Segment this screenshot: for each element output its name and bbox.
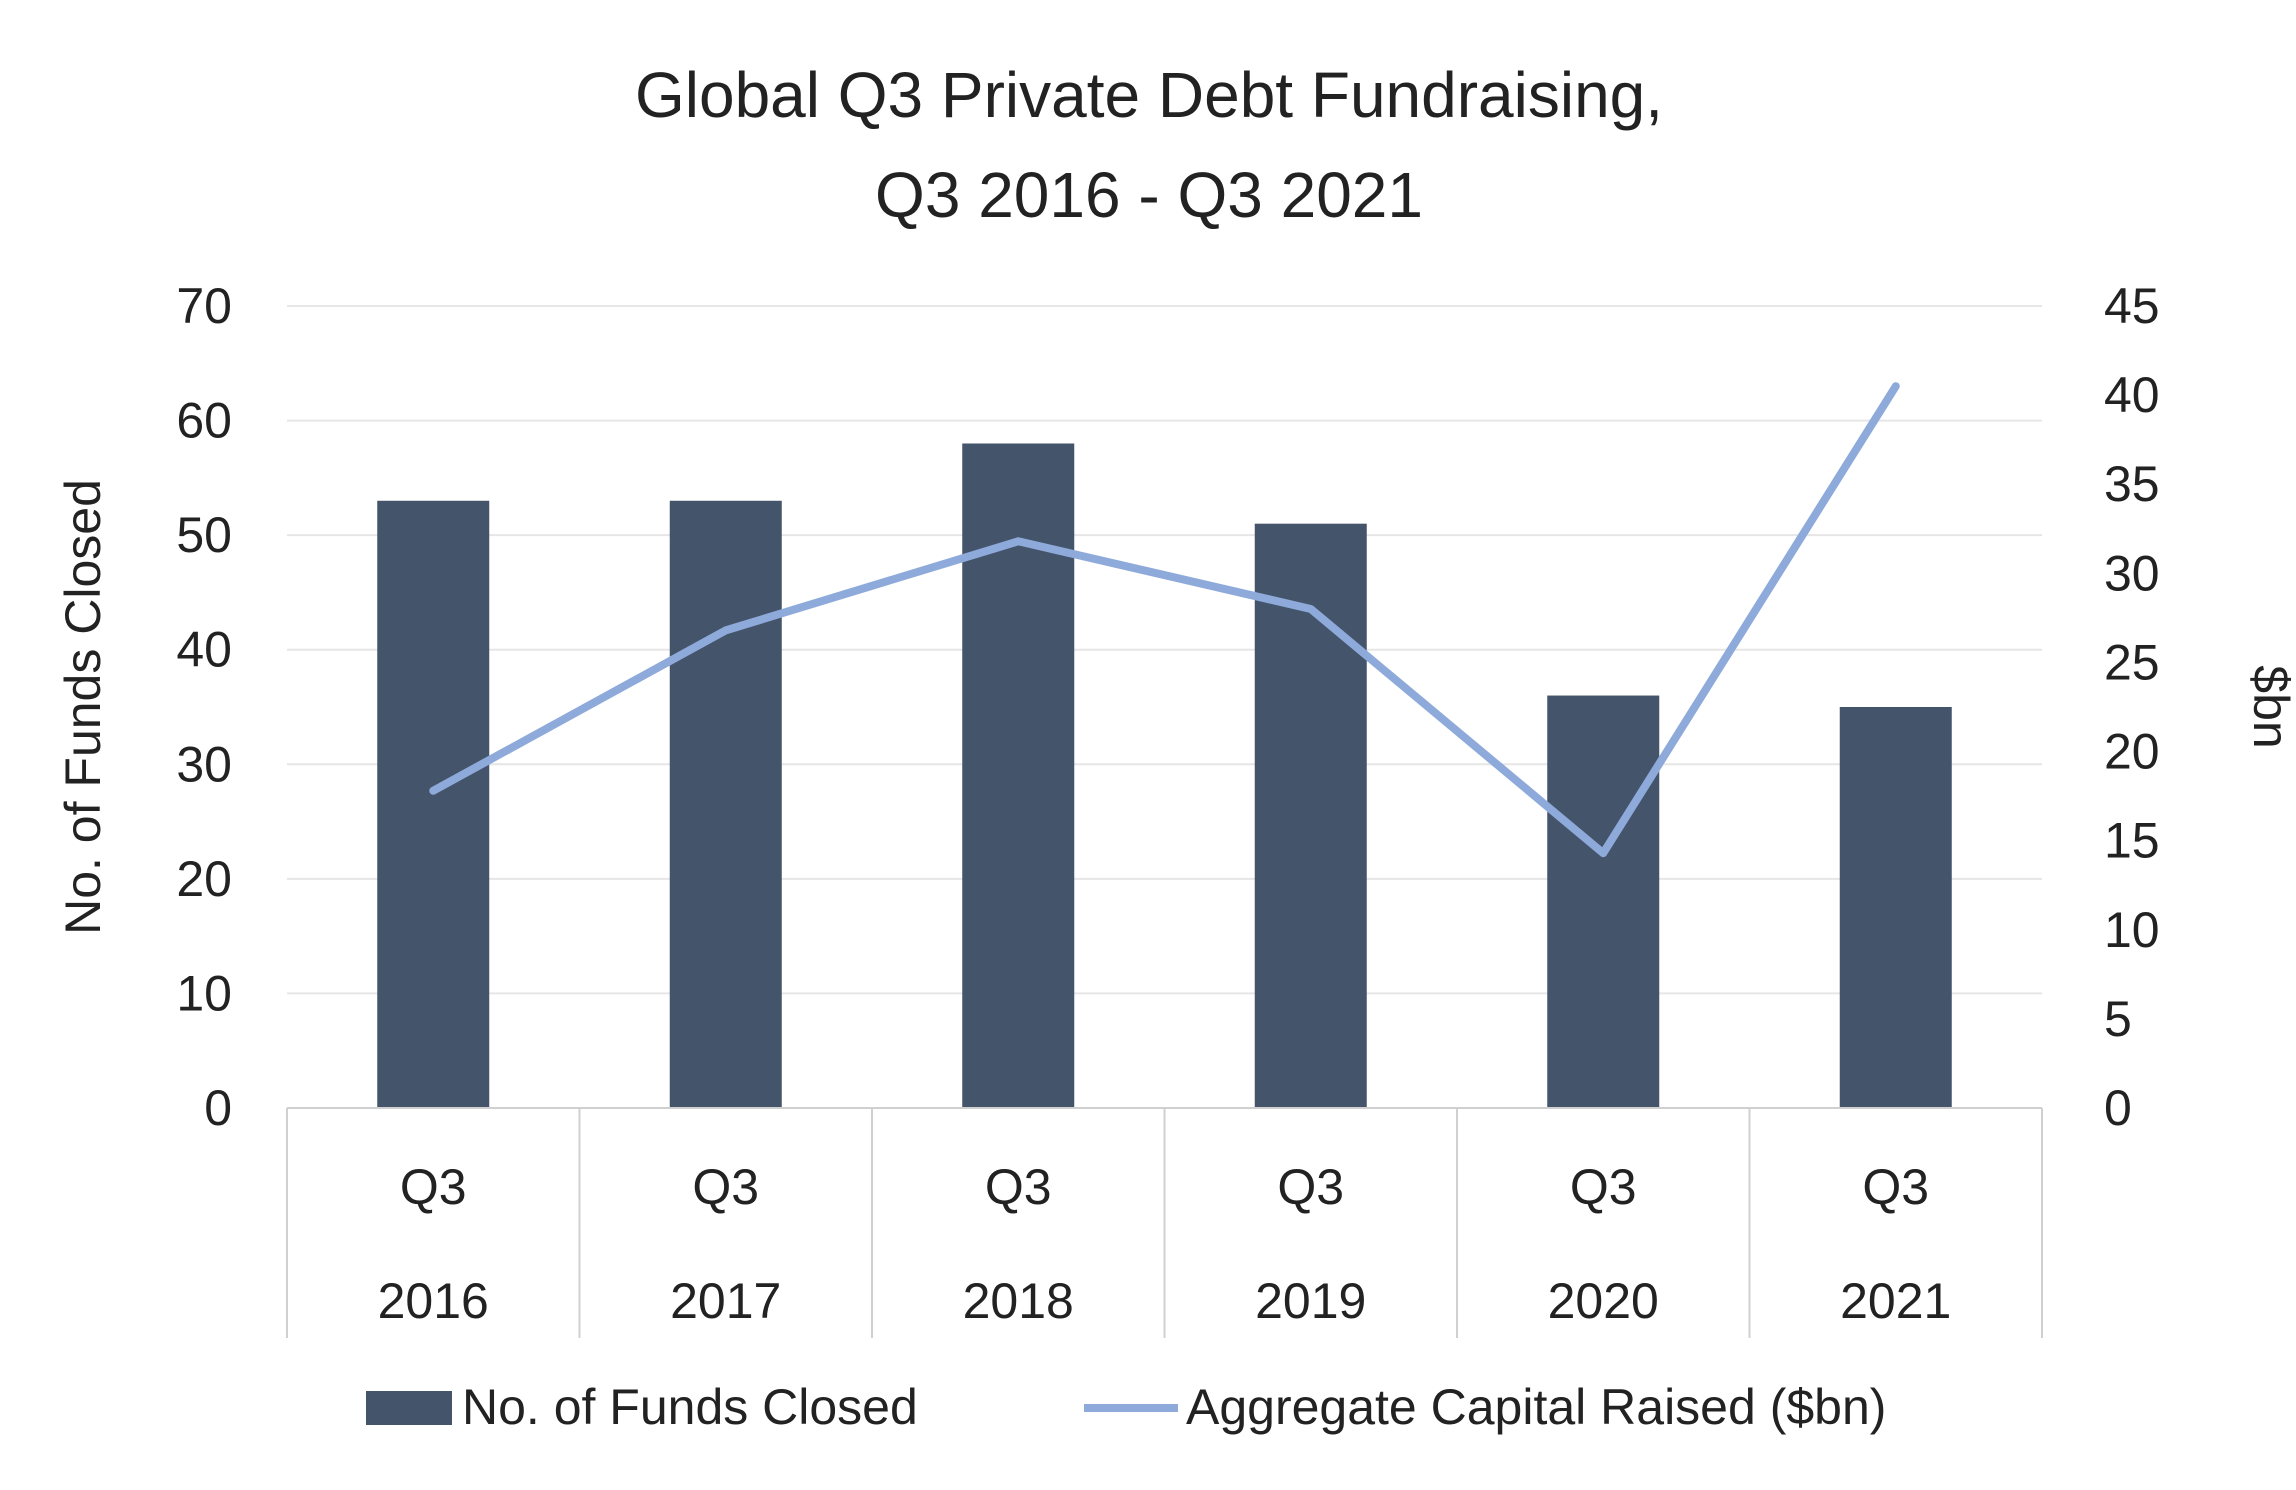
chart-title: Global Q3 Private Debt Fundraising, Q3 20… <box>635 59 1663 231</box>
x-tick-label-year: 2018 <box>963 1273 1074 1329</box>
line-series <box>429 382 1900 858</box>
x-tick-label-quarter: Q3 <box>1570 1159 1637 1215</box>
y-right-axis-title: $bn <box>2243 665 2296 748</box>
bar-funds-closed <box>1254 523 1367 1108</box>
y-right-tick-label: 35 <box>2104 456 2160 512</box>
y-right-tick-label: 40 <box>2104 367 2160 423</box>
y-left-tick-label: 50 <box>176 507 232 563</box>
bar-funds-closed <box>1547 695 1660 1108</box>
y-right-tick-label: 10 <box>2104 902 2160 958</box>
x-tick-label-quarter: Q3 <box>1277 1159 1344 1215</box>
x-tick-label-year: 2021 <box>1840 1273 1951 1329</box>
legend-label-capital-raised: Aggregate Capital Raised ($bn) <box>1186 1379 1886 1435</box>
x-tick-label-quarter: Q3 <box>400 1159 467 1215</box>
y-right-tick-label: 20 <box>2104 724 2160 780</box>
y-left-tick-label: 0 <box>204 1080 232 1136</box>
y-right-tick-label: 0 <box>2104 1080 2132 1136</box>
bar-funds-closed <box>1839 707 1952 1108</box>
y-left-tick-label: 10 <box>176 965 232 1021</box>
y-left-tick-label: 30 <box>176 736 232 792</box>
chart-title-line: Q3 2016 - Q3 2021 <box>875 159 1423 231</box>
y-left-tick-label: 20 <box>176 851 232 907</box>
y-right-tick-label: 45 <box>2104 278 2160 334</box>
bar-funds-closed <box>377 500 490 1108</box>
chart-title-line: Global Q3 Private Debt Fundraising, <box>635 59 1663 131</box>
bar-funds-closed <box>669 500 782 1108</box>
x-tick-label-year: 2019 <box>1255 1273 1366 1329</box>
x-tick-label-quarter: Q3 <box>985 1159 1052 1215</box>
bar-series <box>377 443 1952 1108</box>
x-tick-label-year: 2020 <box>1548 1273 1659 1329</box>
legend-label-funds-closed: No. of Funds Closed <box>462 1379 918 1435</box>
legend-swatch-bar <box>366 1391 452 1425</box>
y-left-tick-label: 60 <box>176 393 232 449</box>
axes: Q32016Q32017Q32018Q32019Q32020Q320210102… <box>55 278 2296 1338</box>
gridlines <box>287 305 2042 995</box>
x-tick-label-year: 2016 <box>378 1273 489 1329</box>
legend: No. of Funds Closed Aggregate Capital Rai… <box>366 1379 1886 1435</box>
y-right-tick-label: 30 <box>2104 545 2160 601</box>
x-tick-label-quarter: Q3 <box>692 1159 759 1215</box>
y-right-tick-label: 25 <box>2104 634 2160 690</box>
y-right-tick-label: 15 <box>2104 813 2160 869</box>
y-left-tick-label: 40 <box>176 622 232 678</box>
x-tick-label-quarter: Q3 <box>1862 1159 1929 1215</box>
line-capital-raised <box>429 382 1900 858</box>
y-left-axis-title: No. of Funds Closed <box>55 479 111 935</box>
x-tick-label-year: 2017 <box>670 1273 781 1329</box>
y-left-tick-label: 70 <box>176 278 232 334</box>
y-right-tick-label: 5 <box>2104 991 2132 1047</box>
